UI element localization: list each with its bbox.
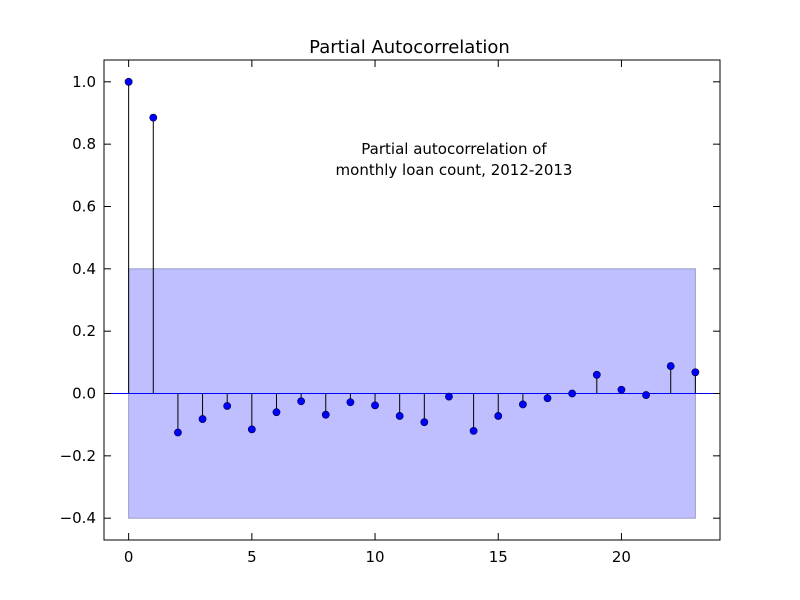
marker-lag-0 [124,77,133,86]
marker-lag-23 [691,368,700,377]
x-tick-label: 0 [124,548,134,566]
marker-layer [124,77,700,437]
y-tick-label: 0.4 [72,260,96,278]
marker-lag-6 [272,408,281,417]
marker-lag-3 [198,415,207,423]
marker-lag-16 [518,400,527,409]
x-tick-label: 20 [612,548,631,566]
marker-lag-21 [642,391,650,399]
marker-lag-1 [149,113,158,122]
marker-lag-9 [346,398,355,407]
y-tick-label: −0.4 [60,509,96,527]
marker-lag-17 [543,394,552,403]
x-tick-label: 5 [247,548,257,566]
marker-lag-12 [420,418,429,427]
marker-lag-13 [445,392,453,401]
y-tick-label: 0.2 [72,322,96,340]
annotation-line-1: Partial autocorrelation of [361,140,547,158]
marker-lag-22 [666,362,675,370]
marker-lag-14 [469,427,478,435]
plot-frame [103,59,721,541]
chart-title: Partial Autocorrelation [309,37,510,58]
marker-lag-8 [321,410,330,419]
marker-lag-20 [617,385,626,394]
y-tick-label: 0.8 [72,135,96,153]
marker-lag-15 [494,412,503,420]
marker-lag-11 [395,412,404,420]
marker-lag-2 [174,428,182,437]
y-tick-label: −0.2 [60,447,96,465]
x-tick-label: 15 [489,548,508,566]
y-tick-label: 0.0 [72,385,96,403]
marker-lag-5 [247,425,256,434]
y-tick-label: 1.0 [72,73,96,91]
marker-lag-4 [223,402,232,410]
annotation-layer: Partial autocorrelation of monthly loan … [336,140,573,179]
annotation-line-2: monthly loan count, 2012-2013 [336,161,573,179]
axes-layer: 0 5 10 15 20 −0.4 −0.2 0.0 0.2 0.4 0.6 0.8 1.0 [60,59,721,566]
x-tick-label: 10 [365,548,384,566]
marker-lag-7 [297,397,306,406]
marker-lag-19 [592,370,601,379]
marker-lag-18 [568,389,577,398]
marker-lag-10 [371,401,379,410]
y-tick-label: 0.6 [72,197,96,215]
